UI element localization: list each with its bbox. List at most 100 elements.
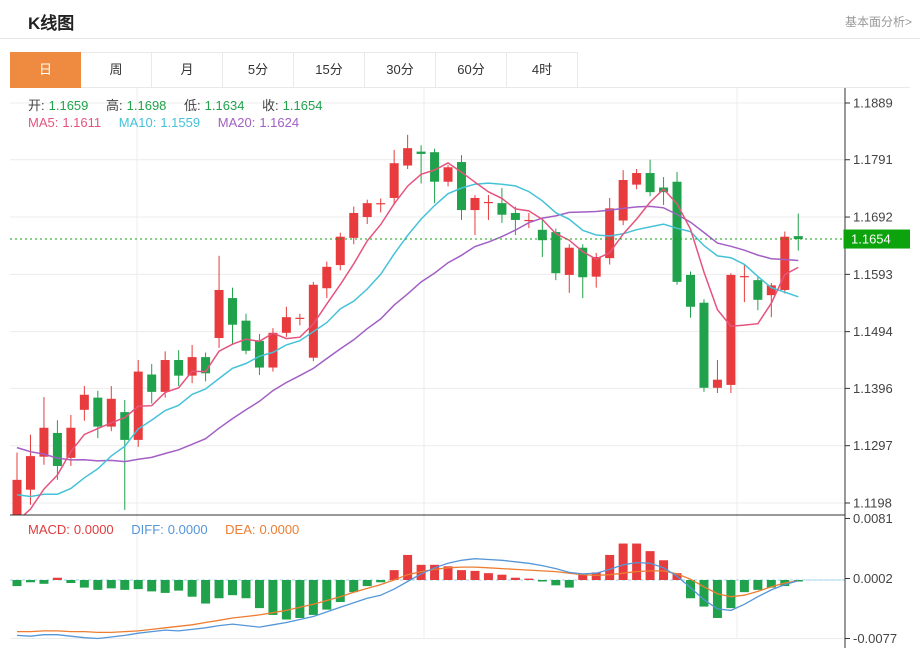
candle-body (12, 479, 22, 515)
open-label: 开: (28, 98, 45, 113)
tab-日[interactable]: 日 (10, 52, 81, 88)
macd-bar (389, 570, 399, 580)
macd-bar (416, 564, 426, 580)
macd-bar (106, 580, 116, 589)
ma20-label: MA20: (217, 115, 256, 130)
macd-bar (187, 580, 197, 597)
candle-body (416, 151, 426, 154)
macd-bar (93, 580, 103, 590)
macd-label: MACD: (28, 522, 70, 537)
kline-chart[interactable]: 1.1889 1.1791 1.1692 1.1593 1.1494 1.1396 1.12… (10, 88, 910, 648)
macd-bar (578, 574, 588, 580)
macd-value: 0.0000 (73, 522, 114, 537)
macd-bar (241, 580, 251, 599)
timeframe-tab-bar: 日周月 5分 15分 30分 60分 4时 (10, 52, 910, 88)
candle-body (591, 256, 601, 277)
low-value: 1.1634 (204, 98, 245, 113)
ma20-line (16, 205, 799, 463)
candle-body (322, 266, 332, 289)
candle-body (726, 274, 736, 385)
macd-bar (753, 580, 763, 590)
macd-bar (430, 564, 440, 580)
fundamental-analysis-link[interactable]: 基本面分析> (844, 15, 912, 29)
candle-body (753, 280, 763, 300)
page-title: K线图 (28, 14, 75, 33)
macd-bar (483, 573, 493, 580)
macd-bar (564, 580, 574, 588)
candle-body (389, 163, 399, 198)
high-label: 高: (106, 98, 123, 113)
macd-bar (268, 580, 278, 615)
candle-body (564, 247, 574, 275)
tab-15分[interactable]: 15分 (294, 52, 365, 88)
candle-body (228, 298, 238, 325)
candles-layer (12, 134, 803, 515)
macd-bar (228, 580, 238, 596)
candle-body (403, 148, 413, 166)
macd-bar (443, 566, 453, 580)
macd-bar (712, 580, 722, 618)
candle-body (537, 229, 547, 241)
ma5-value: 1.1611 (62, 115, 102, 130)
ma10-label: MA10: (118, 115, 157, 130)
macd-bar (793, 580, 803, 582)
candle-body (551, 232, 561, 274)
tab-60分[interactable]: 60分 (436, 52, 507, 88)
ma5-label: MA5: (28, 115, 59, 130)
close-value: 1.1654 (282, 98, 323, 113)
candle-body (187, 357, 197, 376)
macd-bar (699, 580, 709, 607)
ma10-line (16, 182, 799, 498)
high-value: 1.1698 (126, 98, 167, 113)
macd-bar (645, 551, 655, 580)
candle-body (349, 212, 359, 238)
price-axis-label: 1.1593 (853, 267, 893, 282)
candle-body (66, 427, 76, 458)
tab-月[interactable]: 月 (152, 52, 223, 88)
candle-body (457, 162, 467, 211)
current-price-badge-value: 1.1654 (851, 232, 891, 247)
macd-axis-label: 0.0002 (853, 571, 893, 586)
candle-body (605, 208, 615, 259)
page-header: K线图 基本面分析> (0, 0, 920, 39)
chart-canvas[interactable]: 1.1889 1.1791 1.1692 1.1593 1.1494 1.1396 1.12… (10, 88, 910, 648)
macd-bar (12, 580, 22, 587)
candle-body (335, 236, 345, 266)
candle-body (430, 152, 440, 182)
macd-bar (201, 580, 211, 604)
diff-label: DIFF: (131, 522, 164, 537)
price-axis-label: 1.1791 (853, 152, 893, 167)
tab-30分[interactable]: 30分 (365, 52, 436, 88)
ohlc-readout: 开: 1.1659 高: 1.1698 低: 1.1634 收: 1.1654 (28, 95, 326, 114)
macd-bar (295, 580, 305, 618)
tab-4时[interactable]: 4时 (507, 52, 578, 88)
candle-body (281, 317, 291, 333)
macd-bar (686, 580, 695, 599)
macd-bar (726, 580, 736, 609)
macd-bar (349, 580, 359, 593)
candle-body (578, 247, 588, 278)
dea-line (17, 566, 799, 634)
macd-bar (618, 543, 628, 580)
candle-body (106, 398, 116, 427)
macd-bar (605, 554, 615, 580)
ma5-line (22, 162, 799, 515)
tab-周[interactable]: 周 (81, 52, 152, 88)
macd-bar (66, 580, 76, 584)
candle-body (147, 374, 157, 392)
tab-5分[interactable]: 5分 (223, 52, 294, 88)
candle-body (686, 274, 695, 307)
candle-body (699, 302, 709, 388)
candle-body (160, 360, 170, 392)
macd-bar (322, 580, 332, 610)
macd-bar (79, 580, 89, 588)
macd-bar (214, 580, 224, 599)
macd-bar (25, 580, 35, 583)
candle-body (295, 317, 305, 319)
macd-bar (591, 572, 601, 580)
macd-bar (120, 580, 130, 590)
current-price-badge (843, 229, 910, 249)
candle-body (362, 203, 372, 218)
macd-bar (308, 580, 318, 615)
macd-bar (470, 570, 480, 580)
